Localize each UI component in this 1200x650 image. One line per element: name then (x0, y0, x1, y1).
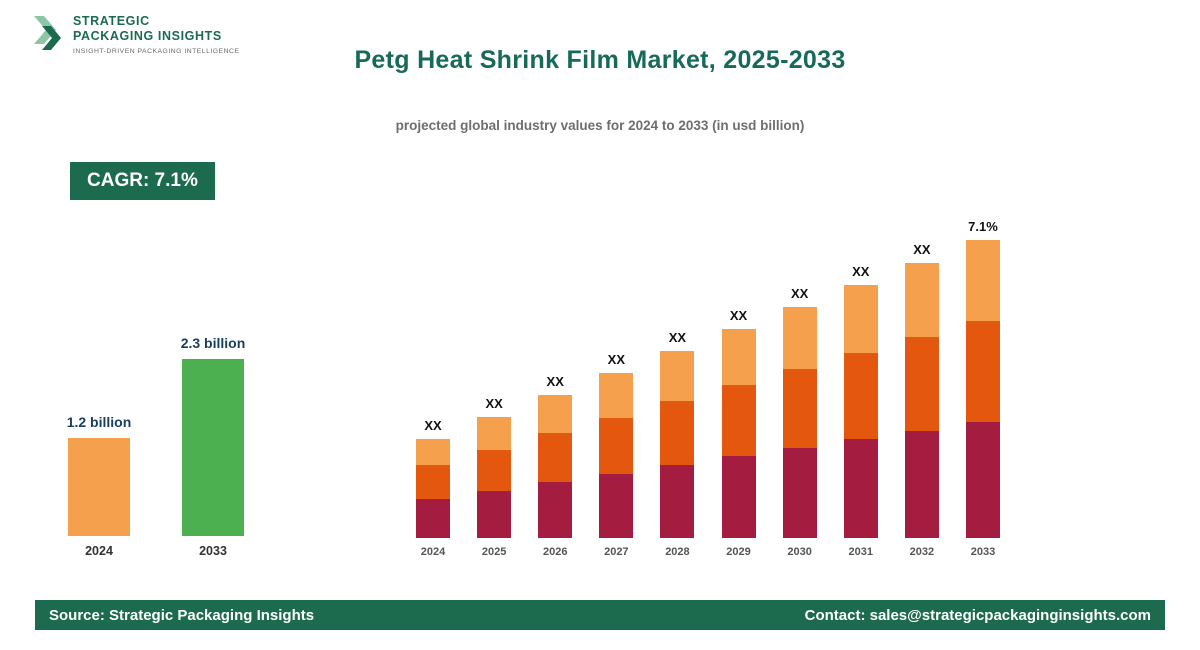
bar-group-2024: XX 2024 (412, 418, 454, 558)
footer-source: Source: Strategic Packaging Insights (49, 606, 315, 624)
x-tick-2027: 2027 (604, 546, 629, 558)
bar-value-label-2030: XX (790, 286, 809, 301)
segment-middle (660, 401, 695, 465)
summary-x-tick-2033: 2033 (199, 544, 227, 558)
segment-middle (965, 321, 1000, 422)
x-tick-2026: 2026 (542, 546, 568, 558)
bar-group-2027: XX 2027 (595, 352, 637, 558)
bar-value-label-2025: XX (485, 396, 503, 411)
logo-chevron-icon (34, 14, 64, 54)
bar-value-label-2024: XX (424, 418, 442, 433)
segment-bottom (599, 474, 634, 538)
segment-top (660, 351, 695, 401)
segment-middle (782, 369, 817, 448)
stacked-bar-2032 (904, 263, 939, 538)
summary-bar-group-2024: 1.2 billion 2024 (60, 414, 138, 558)
segment-middle (904, 337, 939, 431)
segment-bottom (965, 422, 1000, 538)
summary-bar-2024 (68, 438, 130, 536)
segment-top (538, 395, 573, 433)
segment-top (904, 263, 939, 337)
summary-value-label: 1.2 billion (66, 414, 132, 430)
x-tick-2031: 2031 (848, 546, 873, 558)
segment-middle (599, 418, 634, 474)
segment-bottom (721, 456, 756, 538)
segment-top (599, 373, 634, 418)
logo-tagline: INSIGHT-DRIVEN PACKAGING INTELLIGENCE (73, 48, 240, 55)
bar-group-2031: XX 2031 (840, 264, 882, 558)
bar-group-2025: XX 2025 (473, 396, 515, 558)
segment-middle (538, 433, 573, 482)
segment-top (477, 417, 512, 450)
segment-middle (843, 353, 878, 439)
logo-text: STRATEGIC PACKAGING INSIGHTS INSIGHT-DRI… (73, 14, 239, 55)
segment-middle (416, 465, 450, 499)
bar-value-label-2033: 7.1% (968, 219, 998, 234)
stacked-bar-2033 (965, 240, 1000, 538)
summary-bar-2033 (182, 359, 244, 536)
segment-middle (477, 450, 512, 491)
segment-middle (721, 385, 756, 456)
bar-group-2029: XX 2029 (718, 308, 760, 558)
stacked-bar-2031 (843, 285, 878, 538)
logo-line1: STRATEGIC (73, 14, 150, 28)
bar-group-2030: XX 2030 (779, 286, 821, 558)
stacked-bar-2030 (782, 307, 817, 538)
x-tick-2029: 2029 (726, 546, 751, 558)
segment-bottom (843, 439, 878, 538)
x-tick-2033: 2033 (970, 546, 996, 558)
bar-value-label-2026: XX (546, 374, 564, 389)
logo-line2: PACKAGING INSIGHTS (73, 29, 222, 43)
x-tick-2028: 2028 (665, 546, 690, 558)
stacked-bar-2024 (416, 439, 450, 538)
summary-growth-chart: 1.2 billion 2024 2.3 billion 2033 (60, 335, 252, 558)
segment-top (782, 307, 817, 369)
segment-top (721, 329, 756, 385)
brand-logo: STRATEGIC PACKAGING INSIGHTS INSIGHT-DRI… (34, 14, 239, 55)
segment-bottom (416, 499, 450, 538)
page-subtitle: projected global industry values for 202… (395, 118, 805, 133)
stacked-bar-2027 (599, 373, 634, 538)
page-title: Petg Heat Shrink Film Market, 2025-2033 (354, 46, 846, 74)
stacked-bar-2028 (660, 351, 695, 538)
bar-value-label-2027: XX (607, 352, 625, 367)
segment-bottom (660, 465, 695, 538)
cagr-badge: CAGR: 7.1% (70, 162, 215, 200)
bar-value-label-2032: XX (913, 242, 931, 257)
x-tick-2032: 2032 (909, 546, 935, 558)
x-tick-2024: 2024 (420, 546, 446, 558)
segment-top (965, 240, 1000, 321)
x-tick-2030: 2030 (787, 546, 812, 558)
footer-bar: Source: Strategic Packaging Insights Con… (35, 600, 1165, 630)
summary-value-label: 2.3 billion (180, 335, 246, 351)
summary-bar-group-2033: 2.3 billion 2033 (174, 335, 252, 558)
stacked-bar-2025 (477, 417, 512, 538)
projection-chart: XX 2024 XX 2025 XX 2026 XX 2027 XX 2028 XX 2029 XX 20… (412, 198, 1004, 558)
bar-group-2028: XX 2028 (656, 330, 698, 558)
stacked-bar-2029 (721, 329, 756, 538)
segment-bottom (477, 491, 512, 538)
bar-group-2033: 7.1% 2033 (962, 219, 1004, 558)
segment-top (843, 285, 878, 353)
bar-group-2032: XX 2032 (901, 242, 943, 558)
x-tick-2025: 2025 (481, 546, 507, 558)
bar-value-label-2029: XX (729, 308, 748, 323)
stacked-bar-2026 (538, 395, 573, 538)
footer-contact: Contact: sales@strategicpackaginginsight… (804, 606, 1151, 624)
segment-bottom (538, 482, 573, 538)
bar-group-2026: XX 2026 (534, 374, 576, 558)
bar-value-label-2031: XX (852, 264, 870, 279)
segment-bottom (782, 448, 817, 538)
segment-bottom (904, 431, 939, 538)
bar-value-label-2028: XX (668, 330, 687, 345)
segment-top (416, 439, 450, 465)
summary-x-tick-2024: 2024 (85, 544, 113, 558)
